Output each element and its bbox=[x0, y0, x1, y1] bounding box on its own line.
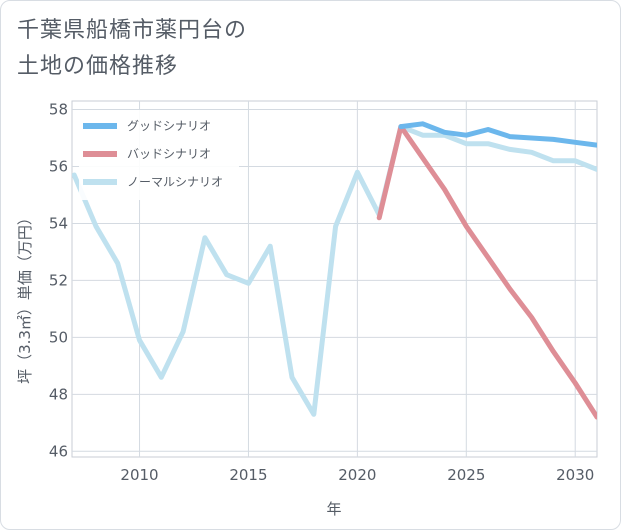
legend-label-bad: バッドシナリオ bbox=[127, 147, 211, 161]
y-tick-label: 50 bbox=[49, 328, 68, 346]
y-tick-label: 46 bbox=[49, 442, 68, 460]
legend: グッドシナリオ バッドシナリオ ノーマルシナリオ bbox=[79, 110, 239, 200]
legend-label-normal: ノーマルシナリオ bbox=[127, 175, 223, 189]
chart-title-line-1: 千葉県船橋市薬円台の bbox=[17, 18, 248, 43]
chart-title: 千葉県船橋市薬円台の 土地の価格推移 bbox=[17, 13, 247, 85]
series-line-good bbox=[398, 121, 597, 148]
x-tick-label: 2020 bbox=[338, 466, 376, 484]
y-tick-label: 52 bbox=[49, 271, 68, 289]
chart-title-line-2: 土地の価格推移 bbox=[17, 54, 179, 79]
y-tick-label: 58 bbox=[49, 101, 68, 119]
x-tick-label: 2025 bbox=[447, 466, 485, 484]
y-tick-label: 54 bbox=[49, 214, 68, 232]
series-layer bbox=[72, 121, 597, 420]
x-axis-title: 年 bbox=[326, 500, 341, 518]
y-tick-labels: 46 48 50 52 54 56 58 bbox=[49, 101, 68, 461]
x-tick-label: 2030 bbox=[556, 466, 594, 484]
y-tick-label: 48 bbox=[49, 385, 68, 403]
series-line-normal bbox=[72, 124, 597, 417]
x-tick-label: 2015 bbox=[229, 466, 267, 484]
x-tick-label: 2010 bbox=[120, 466, 158, 484]
x-tick-labels: 2010 2015 2020 2025 2030 bbox=[120, 466, 594, 484]
legend-label-good: グッドシナリオ bbox=[127, 119, 211, 133]
y-tick-label: 56 bbox=[49, 158, 68, 176]
series-line-bad bbox=[376, 124, 597, 420]
y-axis-title: 坪（3.3㎡）単価（万円） bbox=[16, 210, 34, 384]
